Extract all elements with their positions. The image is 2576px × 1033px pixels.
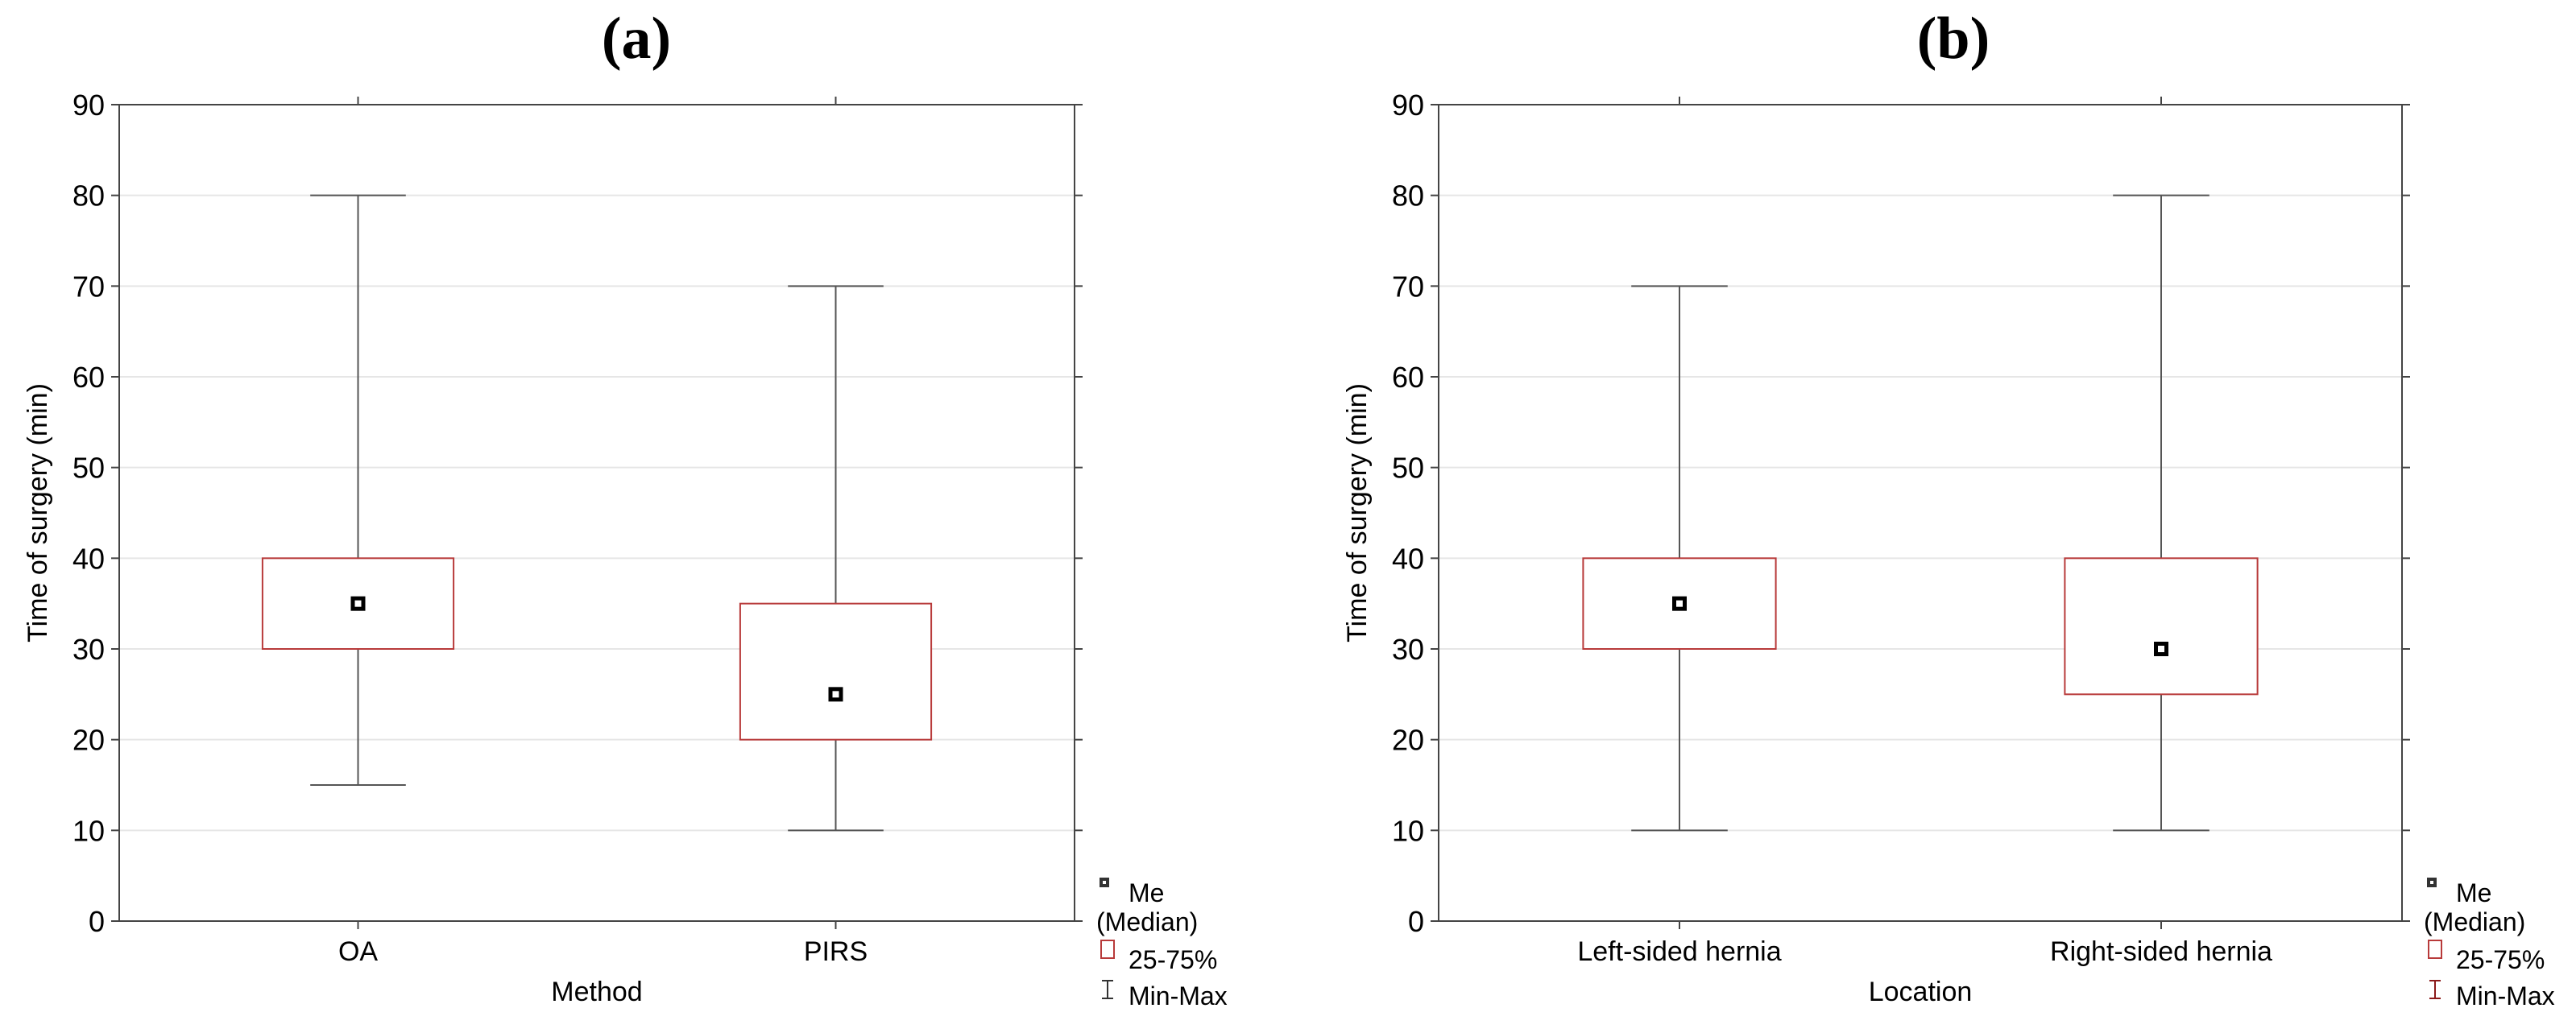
legend-iqr-symbol [1100, 940, 1115, 959]
y-tick-label: 20 [1392, 724, 1424, 757]
legend: Me (Median) 25-75% Min-Max [2424, 878, 2555, 1010]
plot-frame [118, 104, 1075, 922]
plot-frame [1438, 104, 2403, 922]
y-tick-label: 50 [72, 452, 105, 485]
box-group: PIRS [739, 97, 933, 967]
median-marker-center [1676, 600, 1683, 607]
x-axis-label: Location [1869, 977, 1973, 1007]
y-tick-label: 50 [1392, 452, 1424, 485]
legend-range-label: Min-Max [1129, 981, 1228, 1010]
median-marker-center [832, 691, 839, 698]
legend: Me (Median) 25-75% Min-Max [1096, 878, 1228, 1010]
box-group: Left-sided hernia [1577, 97, 1782, 967]
iqr-box [739, 602, 933, 741]
legend-median-label: Me (Median) [2424, 878, 2525, 936]
y-axis-label: Time of surgery (min) [1342, 383, 1373, 643]
legend-median-symbol-center [1103, 881, 1106, 884]
y-tick-label: 0 [1408, 905, 1424, 938]
legend-iqr-symbol [2428, 940, 2442, 959]
y-tick-label: 0 [89, 905, 105, 938]
median-marker-center [354, 600, 362, 607]
y-tick-label: 90 [72, 89, 105, 122]
legend-iqr-label: 25-75% [2456, 945, 2545, 974]
y-tick-label: 70 [72, 270, 105, 303]
y-tick-label: 20 [72, 724, 105, 757]
y-tick-label: 30 [1392, 633, 1424, 666]
x-tick-label: OA [338, 936, 378, 967]
x-tick-label: PIRS [804, 936, 868, 967]
legend-median-label: Me (Median) [1096, 878, 1198, 936]
iqr-box [2064, 557, 2259, 696]
y-tick-label: 80 [1392, 180, 1424, 213]
x-tick-label: Left-sided hernia [1577, 936, 1781, 967]
legend-range-label: Min-Max [2456, 981, 2555, 1010]
box-group: Right-sided hernia [2050, 97, 2272, 967]
y-tick-label: 40 [72, 542, 105, 575]
panel-label: (a) [602, 6, 671, 72]
y-tick-label: 10 [1392, 814, 1424, 847]
chart-panel-b: (b) 0 10 20 30 40 50 60 70 80 90 Time of surgery (m… [1342, 6, 2555, 1010]
y-tick-label: 30 [72, 633, 105, 666]
y-tick-label: 70 [1392, 270, 1424, 303]
y-tick-label: 60 [72, 361, 105, 394]
x-tick-label: Right-sided hernia [2050, 936, 2272, 967]
y-tick-label: 60 [1392, 361, 1424, 394]
y-tick-label: 80 [72, 180, 105, 213]
x-axis-label: Method [551, 977, 642, 1007]
chart-panel-a: (a) 0 10 20 30 40 50 60 70 80 90 Time of surgery (m… [23, 6, 1228, 1010]
legend-median-symbol-center [2430, 881, 2433, 884]
legend-iqr-label: 25-75% [1129, 945, 1217, 974]
panel-label: (b) [1917, 6, 1990, 72]
median-marker-center [2158, 646, 2164, 652]
y-axis-label: Time of surgery (min) [23, 383, 53, 643]
y-tick-label: 40 [1392, 542, 1424, 575]
y-tick-label: 90 [1392, 89, 1424, 122]
box-group: OA [261, 97, 455, 967]
y-tick-label: 10 [72, 814, 105, 847]
